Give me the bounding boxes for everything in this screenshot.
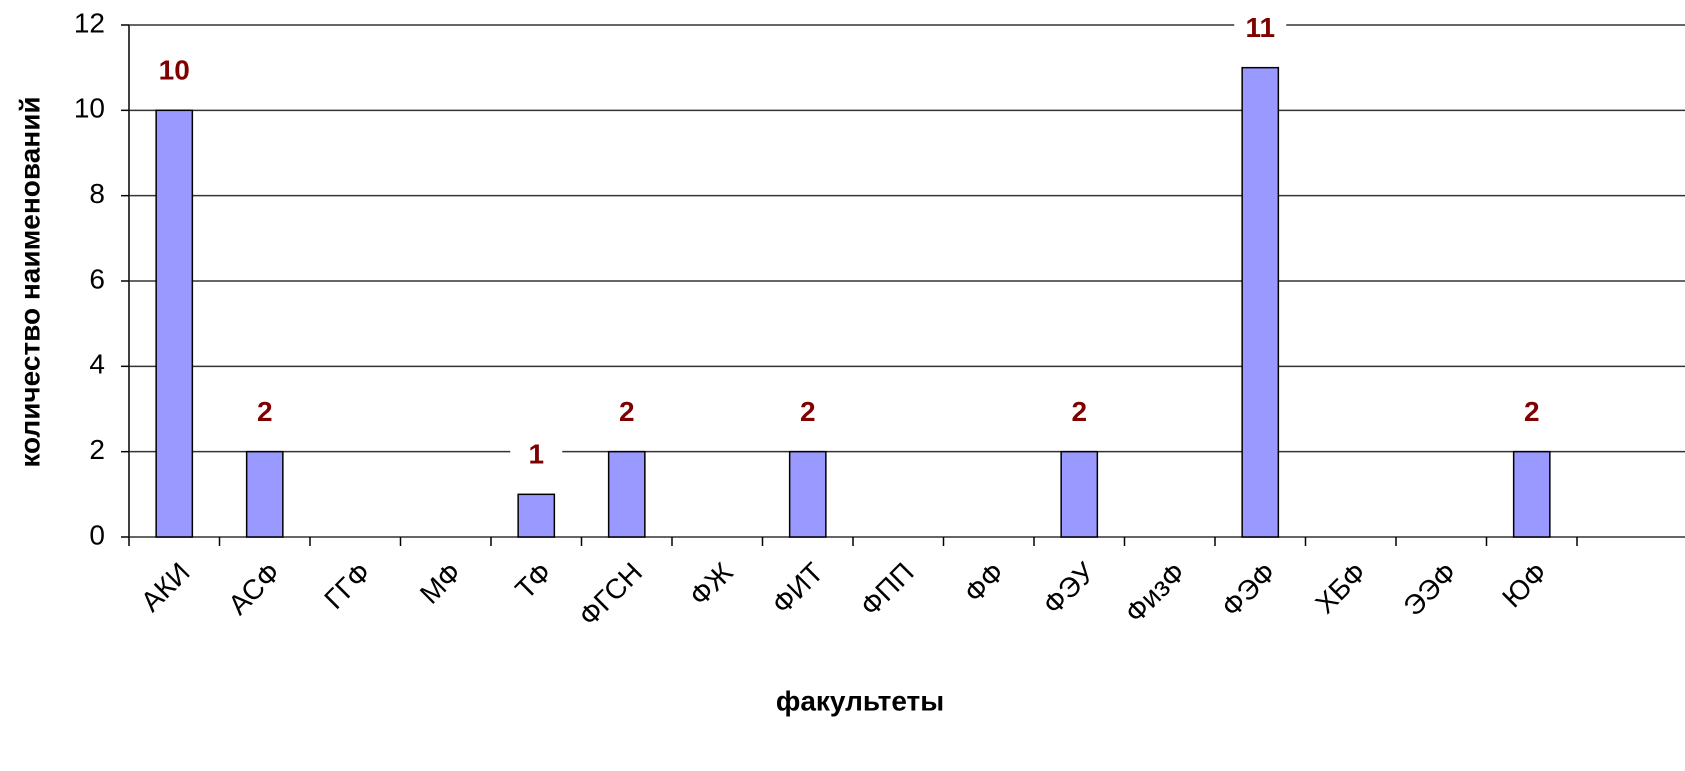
x-tick-label: АКИ bbox=[135, 557, 196, 618]
x-tick-label: ГГФ bbox=[318, 557, 376, 615]
y-tick-label: 6 bbox=[89, 263, 105, 294]
bar bbox=[1241, 66, 1280, 538]
x-tick-label: ФизФ bbox=[1119, 557, 1191, 629]
bar bbox=[1512, 450, 1551, 538]
x-tick-label: ФПП bbox=[854, 557, 919, 622]
value-label-bg bbox=[1234, 13, 1287, 46]
x-tick-label: ФЭУ bbox=[1037, 556, 1101, 620]
bar bbox=[607, 450, 646, 538]
value-label: 11 bbox=[1245, 12, 1275, 43]
y-tick-label: 8 bbox=[89, 178, 105, 209]
value-label: 1 bbox=[528, 439, 544, 470]
y-axis-title: количество наименований bbox=[14, 96, 45, 467]
value-label-bg bbox=[600, 397, 653, 430]
x-axis-title: факультеты bbox=[776, 685, 944, 716]
x-tick-label: ФЭФ bbox=[1215, 557, 1281, 623]
bar bbox=[155, 109, 194, 538]
x-tick-label: ФЖ bbox=[683, 556, 738, 611]
value-label-bg bbox=[1053, 397, 1106, 430]
value-label-bg bbox=[238, 397, 291, 430]
y-tick-label: 12 bbox=[74, 7, 105, 38]
x-tick-label: ФГСН bbox=[573, 557, 648, 632]
bar bbox=[517, 493, 556, 538]
x-tick-label: ХБФ bbox=[1309, 557, 1372, 620]
value-label: 2 bbox=[1524, 396, 1540, 427]
y-tick-label: 2 bbox=[89, 434, 105, 465]
value-label-bg bbox=[148, 56, 201, 89]
bar bbox=[1060, 450, 1099, 538]
value-label: 10 bbox=[159, 55, 190, 86]
value-label: 2 bbox=[257, 396, 273, 427]
value-label: 2 bbox=[619, 396, 635, 427]
y-tick-label: 10 bbox=[74, 93, 105, 124]
value-label: 2 bbox=[1071, 396, 1087, 427]
value-label-bg bbox=[1505, 397, 1558, 430]
value-label: 2 bbox=[800, 396, 816, 427]
x-tick-label: ЮФ bbox=[1496, 557, 1553, 614]
y-tick-label: 4 bbox=[89, 349, 105, 380]
bar bbox=[788, 450, 827, 538]
x-tick-label: МФ bbox=[414, 557, 467, 610]
x-tick-label: ТФ bbox=[509, 557, 557, 605]
x-tick-label: ФФ bbox=[958, 557, 1010, 609]
x-tick-label: АСФ bbox=[222, 557, 286, 621]
x-tick-label: ФИТ bbox=[766, 557, 829, 620]
value-label-bg bbox=[510, 440, 563, 473]
y-tick-label: 0 bbox=[89, 519, 105, 550]
x-tick-label: ЭЭФ bbox=[1397, 557, 1462, 622]
value-label-bg bbox=[781, 397, 834, 430]
bar bbox=[245, 450, 284, 538]
